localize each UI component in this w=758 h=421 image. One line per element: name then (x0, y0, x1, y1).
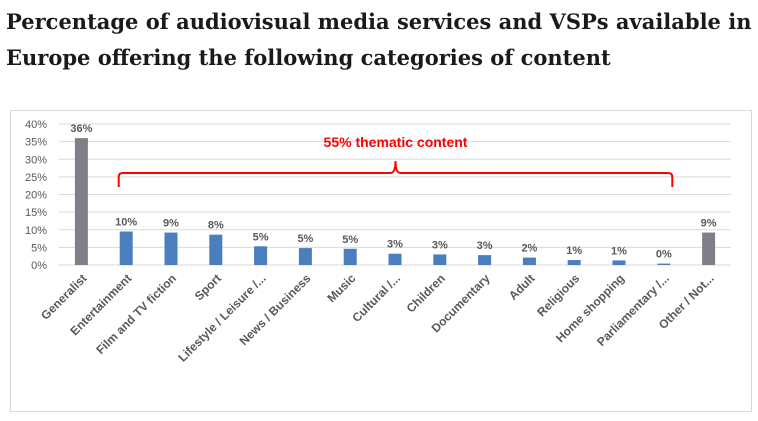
data-label: 1% (611, 245, 627, 257)
bar (254, 246, 268, 265)
bar (657, 263, 671, 265)
bar (74, 138, 88, 265)
y-tick-label: 15% (25, 207, 47, 219)
chart-title: Percentage of audiovisual media services… (6, 9, 752, 70)
bar (522, 257, 536, 265)
data-label: 0% (656, 249, 672, 261)
bar (209, 234, 223, 265)
annotation-bracket (117, 160, 674, 187)
data-label: 36% (70, 123, 92, 135)
x-tick-label: Lifestyle / Leisure /... (175, 271, 268, 364)
bar (702, 232, 716, 265)
data-label: 3% (387, 239, 403, 251)
bar (164, 232, 178, 265)
data-label: 3% (477, 240, 493, 252)
data-label: 9% (163, 218, 179, 230)
y-tick-label: 10% (25, 225, 47, 237)
y-tick-label: 0% (31, 260, 47, 272)
data-label: 2% (521, 243, 537, 255)
data-label: 10% (115, 217, 137, 229)
y-tick-label: 40% (25, 119, 47, 131)
data-label: 8% (208, 220, 224, 232)
x-tick-label: Music (324, 271, 358, 305)
bar (567, 260, 581, 265)
bar-chart: 40%35%30%25%20%15%10%5%0%36%Generalist10… (25, 119, 731, 365)
bar (119, 231, 133, 265)
x-tick-label: Children (404, 271, 448, 315)
data-label: 5% (297, 233, 313, 245)
bar (343, 248, 357, 265)
y-tick-label: 20% (25, 190, 47, 202)
bar (298, 248, 312, 265)
bar (388, 253, 402, 265)
x-tick-label: Sport (192, 271, 224, 303)
data-label: 5% (342, 234, 358, 246)
x-tick-label: Film and TV fiction (93, 271, 179, 357)
data-label: 3% (432, 239, 448, 251)
data-label: 1% (566, 245, 582, 257)
data-label: 5% (253, 231, 269, 243)
x-tick-label: Adult (506, 271, 538, 303)
x-tick-label: Cultural /... (349, 271, 403, 325)
data-label: 9% (701, 218, 717, 230)
y-tick-label: 25% (25, 172, 47, 184)
bar (478, 255, 492, 265)
y-tick-label: 30% (25, 154, 47, 166)
y-tick-label: 5% (31, 242, 47, 254)
annotation-label: 55% thematic content (324, 134, 468, 150)
bar (433, 254, 447, 265)
chart-area: 40% 35% 30% 25% 20% 15% 10% 5% 0% 36% Generalist 10… (10, 110, 752, 412)
y-tick-label: 35% (25, 137, 47, 149)
bar (612, 260, 626, 265)
